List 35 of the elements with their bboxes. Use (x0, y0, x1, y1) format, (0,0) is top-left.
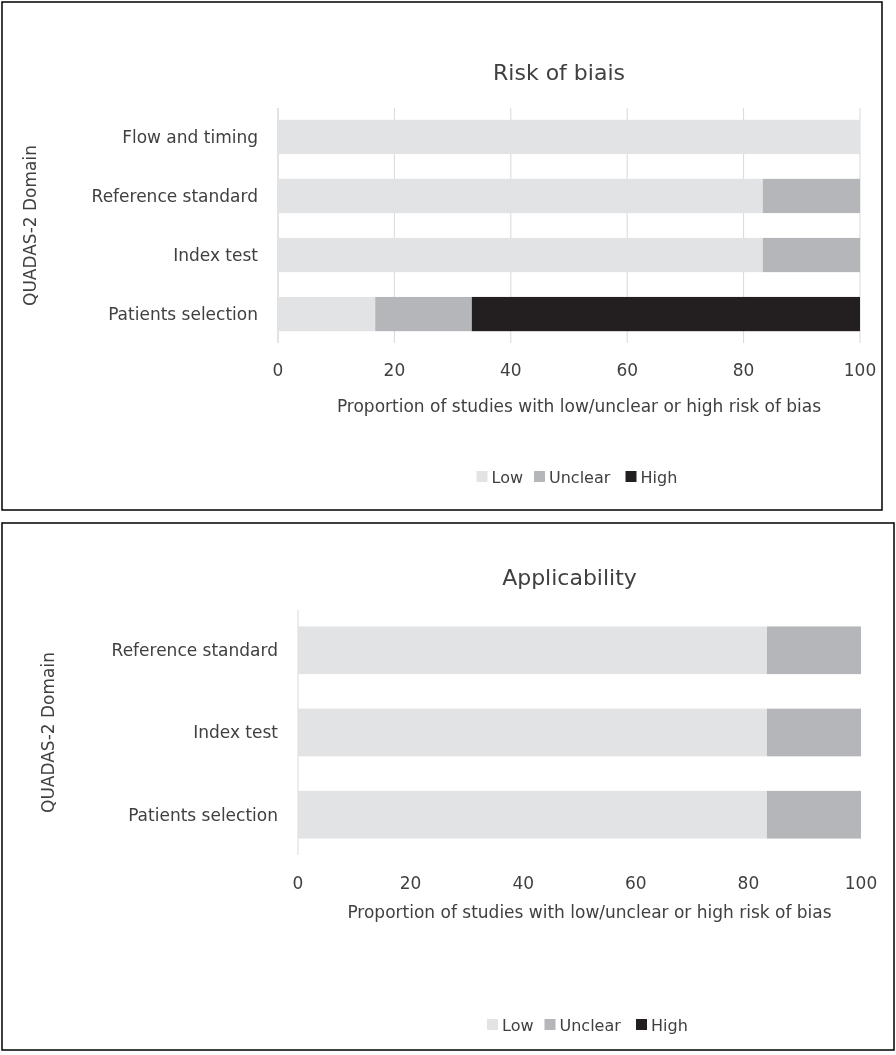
legend-label: Unclear (559, 1015, 622, 1035)
bar (375, 296, 472, 332)
x-tick-label: 80 (732, 360, 755, 380)
legend-label: High (651, 1015, 688, 1035)
x-tick-label: 100 (844, 873, 878, 893)
y-tick-label: Reference standard (91, 185, 258, 206)
bar (471, 296, 860, 332)
chart-title: Risk of biais (493, 60, 625, 85)
x-axis-title: Proportion of studies with low/unclear or high risk of bias (336, 396, 822, 416)
x-axis-title: Proportion of studies with low/unclear or high risk of bias (347, 902, 832, 922)
y-tick-label: Reference standard (111, 640, 278, 661)
x-tick-label: 20 (399, 873, 422, 893)
x-tick-label: 40 (499, 360, 522, 380)
y-axis-title: QUADAS-2 Domain (19, 145, 40, 306)
x-tick-label: 60 (616, 360, 639, 380)
y-tick-label: Index test (193, 722, 279, 743)
x-tick-label: 0 (292, 873, 304, 893)
x-tick-label: 20 (383, 360, 406, 380)
y-tick-label: Flow and timing (122, 126, 258, 147)
legend-label: High (640, 467, 678, 487)
chart-title: Applicability (502, 565, 637, 590)
y-tick-label: Patients selection (108, 304, 258, 325)
legend-label: Low (502, 1015, 534, 1035)
y-tick-label: Patients selection (128, 804, 278, 825)
x-tick-label: 100 (843, 360, 877, 380)
legend-label: Low (491, 467, 524, 487)
x-tick-label: 0 (272, 360, 284, 380)
legend-label: Unclear (549, 467, 611, 487)
x-tick-label: 40 (512, 873, 535, 893)
x-tick-label: 80 (737, 873, 760, 893)
bar (762, 237, 860, 273)
y-tick-label: Index test (173, 244, 259, 265)
bar (762, 178, 860, 214)
x-tick-label: 60 (624, 873, 647, 893)
y-axis-title: QUADAS-2 Domain (37, 652, 58, 813)
